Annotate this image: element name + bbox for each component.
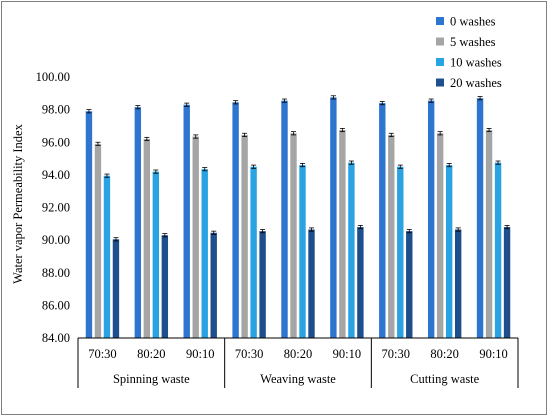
y-tick-label: 86.00 bbox=[42, 298, 70, 312]
y-tick-label: 100.00 bbox=[36, 70, 70, 84]
bar bbox=[454, 229, 462, 338]
y-tick-label: 96.00 bbox=[42, 135, 70, 149]
bar bbox=[94, 143, 102, 338]
bar bbox=[232, 102, 239, 338]
x-tick-label: 90:10 bbox=[186, 347, 214, 361]
bar bbox=[494, 162, 502, 338]
x-tick-label: 90:10 bbox=[333, 347, 361, 361]
bar bbox=[241, 134, 248, 338]
x-tick-label: 80:20 bbox=[430, 347, 458, 361]
x-axis: 70:30 80:20 90:10 70:30 80:20 90:10 70:30 80:20… bbox=[77, 337, 519, 388]
bar bbox=[290, 133, 297, 338]
y-axis-label: Water vapor Permeability Index bbox=[11, 123, 25, 283]
y-axis: 84.00 86.00 88.00 90.00 92.00 94.00 96.00 98.00… bbox=[36, 70, 70, 345]
x-tick-label: 80:20 bbox=[284, 347, 312, 361]
x-tick-label: 70:30 bbox=[235, 347, 263, 361]
group-label: Spinning waste bbox=[113, 372, 190, 386]
bar bbox=[85, 111, 93, 338]
x-tick-label: 70:30 bbox=[88, 347, 116, 361]
y-tick-label: 98.00 bbox=[42, 103, 70, 117]
bar bbox=[485, 130, 493, 338]
legend-swatch bbox=[436, 78, 444, 87]
bar bbox=[427, 100, 435, 338]
bar bbox=[250, 166, 257, 338]
x-tick-label: 80:20 bbox=[137, 347, 165, 361]
bar bbox=[210, 232, 217, 338]
bar bbox=[406, 231, 413, 338]
bar bbox=[357, 227, 364, 338]
bar bbox=[201, 169, 208, 338]
bar bbox=[379, 103, 386, 338]
bar bbox=[348, 162, 355, 338]
y-tick-label: 88.00 bbox=[42, 266, 70, 280]
bar bbox=[436, 133, 444, 338]
group-label: Weaving waste bbox=[260, 372, 336, 386]
y-tick-label: 94.00 bbox=[42, 168, 70, 182]
legend-label: 0 washes bbox=[450, 15, 496, 29]
group-label: Cutting waste bbox=[410, 372, 480, 386]
y-tick-label: 92.00 bbox=[42, 201, 70, 215]
bar bbox=[183, 104, 190, 338]
bar bbox=[152, 171, 160, 338]
x-tick-label: 70:30 bbox=[382, 347, 410, 361]
bar bbox=[192, 136, 199, 338]
legend-swatch bbox=[436, 37, 444, 46]
bar bbox=[397, 166, 404, 338]
bar bbox=[281, 100, 288, 338]
bar bbox=[299, 165, 306, 338]
bar bbox=[308, 229, 315, 338]
legend-swatch bbox=[436, 58, 444, 66]
bar bbox=[445, 165, 453, 338]
bar bbox=[143, 138, 151, 338]
bar bbox=[103, 175, 111, 338]
bar bbox=[161, 235, 169, 338]
bar bbox=[134, 107, 142, 338]
bars bbox=[85, 95, 511, 338]
bar bbox=[476, 98, 484, 338]
y-tick-label: 84.00 bbox=[42, 331, 70, 345]
bar bbox=[112, 239, 120, 338]
bar bbox=[259, 231, 266, 338]
legend-label: 10 washes bbox=[450, 56, 502, 70]
legend-label: 20 washes bbox=[450, 76, 502, 90]
legend-swatch bbox=[436, 17, 444, 25]
bar bbox=[330, 97, 337, 338]
y-tick-label: 90.00 bbox=[42, 233, 70, 247]
bar bbox=[503, 227, 511, 338]
legend: 0 washes 5 washes 10 washes 20 washes bbox=[436, 15, 502, 90]
bar bbox=[388, 134, 395, 338]
bar bbox=[339, 130, 346, 338]
x-tick-label: 90:10 bbox=[479, 347, 507, 361]
legend-label: 5 washes bbox=[450, 35, 496, 49]
